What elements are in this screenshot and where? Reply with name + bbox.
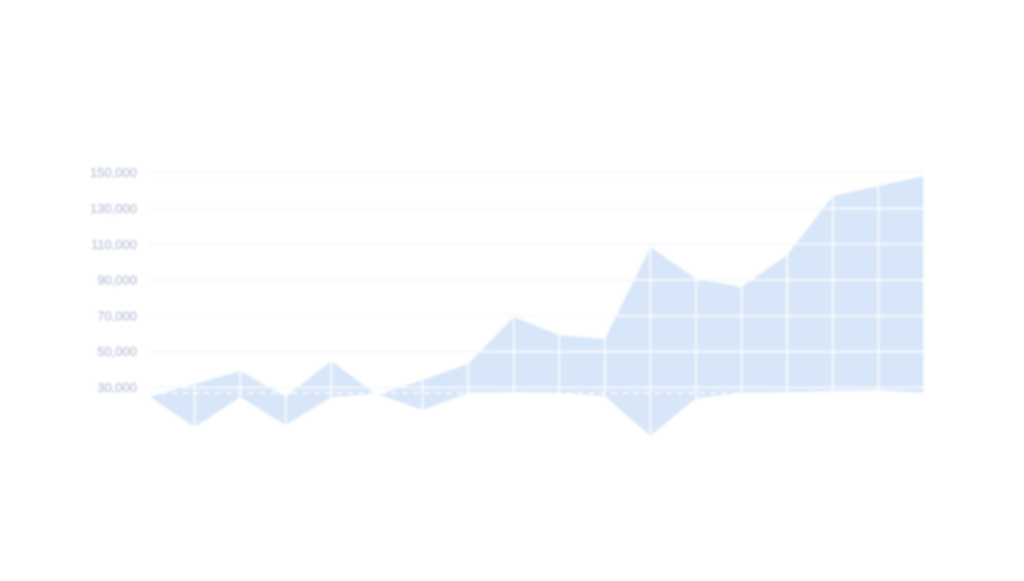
svg-text:50,000: 50,000 — [97, 344, 137, 359]
svg-text:30,000: 30,000 — [97, 380, 137, 395]
svg-text:110,000: 110,000 — [91, 237, 137, 252]
svg-text:90,000: 90,000 — [97, 273, 137, 288]
svg-text:130,000: 130,000 — [90, 201, 137, 216]
svg-text:70,000: 70,000 — [97, 308, 137, 323]
svg-text:150,000: 150,000 — [90, 165, 137, 180]
